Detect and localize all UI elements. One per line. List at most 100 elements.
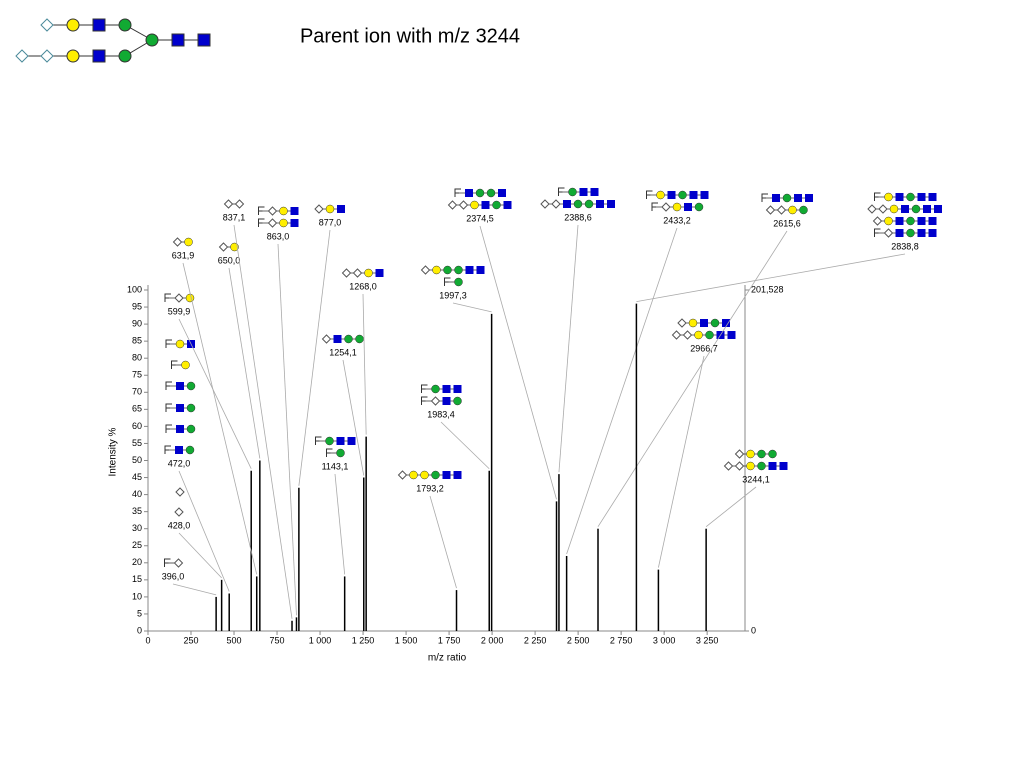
y2-tick-label: 0 (751, 625, 756, 635)
glycan-circle (453, 396, 462, 406)
leader-line (233, 224, 293, 619)
leader-line (440, 421, 490, 470)
glycan-circle (768, 449, 777, 459)
glycan-circle (186, 403, 196, 413)
glycan-diamond (458, 200, 469, 210)
glycan-square (590, 188, 599, 196)
glycan-square (768, 462, 777, 470)
glycan-circle (432, 265, 441, 275)
y-tick-label: 30 (132, 523, 142, 533)
glycan-circle (705, 330, 714, 340)
glycan-circle (884, 216, 893, 226)
leader-line (705, 486, 757, 528)
y2-tick-label: 201,528 (751, 284, 784, 294)
glycan-square (498, 189, 506, 197)
glycan-circle (336, 448, 345, 458)
x-tick-label: 500 (227, 635, 242, 645)
glycan-square (928, 229, 937, 237)
glycan-square (727, 331, 736, 339)
glycan-circle (492, 200, 501, 210)
peak-label: 877,0 (319, 217, 342, 227)
x-tick-label: 750 (270, 635, 285, 645)
glycan-circle (185, 445, 195, 455)
glycan-diamond (447, 200, 458, 210)
glycan-fucose (326, 448, 333, 457)
glycan-diamond (420, 265, 431, 275)
y-tick-label: 40 (132, 489, 142, 499)
peak-label: 2838,8 (891, 241, 919, 251)
leader-line (342, 359, 365, 476)
glycan-circle (355, 334, 364, 344)
glycan-circle (475, 188, 485, 198)
y-tick-label: 65 (132, 404, 142, 414)
glycan-circle (678, 190, 687, 200)
glycan-circle (889, 204, 899, 214)
glycan-square (901, 205, 909, 213)
glycan-square (176, 404, 184, 412)
glycan-circle (688, 318, 698, 328)
glycan-circle (279, 218, 288, 228)
glycan-circle (746, 449, 755, 459)
glycan-diamond (872, 216, 883, 226)
glycan-square (176, 382, 184, 390)
glycan-square (684, 203, 692, 211)
glycan-circle (181, 360, 190, 370)
glycan-square (290, 207, 299, 215)
glycan-circle (443, 265, 452, 275)
glycan-square (923, 205, 931, 213)
glycan-circle (175, 339, 185, 349)
glycan-circle (470, 200, 479, 210)
glycan-fucose (454, 188, 461, 197)
peak-label: 1793,2 (416, 483, 444, 493)
leader-line (172, 583, 217, 596)
glycan-fucose (874, 192, 881, 201)
peak-label: 428,0 (168, 520, 191, 530)
glycan-diamond (218, 242, 229, 252)
y-tick-label: 20 (132, 557, 142, 567)
leader-line (636, 253, 906, 303)
x-tick-label: 2 750 (610, 635, 633, 645)
glycan-circle (454, 265, 463, 275)
glycan-diamond (267, 206, 278, 216)
glycan-diamond (723, 461, 734, 471)
x-tick-label: 1 750 (438, 635, 461, 645)
y-axis-title: Intensity % (108, 427, 119, 476)
x-tick-label: 2 500 (567, 635, 590, 645)
parent-glycan (15, 18, 211, 63)
glycan-square (333, 335, 342, 343)
glycan-circle (757, 461, 766, 471)
y-tick-label: 90 (132, 318, 142, 328)
glycan-square (453, 385, 462, 393)
glycan-square (465, 189, 473, 197)
glycan-square (917, 217, 926, 225)
glycan-circle (746, 461, 755, 471)
leader-line (178, 470, 230, 592)
y-tick-label: 5 (137, 608, 142, 618)
leader-line (298, 229, 331, 486)
glycan-diamond (321, 334, 332, 344)
glycan-circle (344, 334, 353, 344)
glycan-fucose (558, 187, 565, 196)
peak-label: 650,0 (218, 255, 241, 265)
peak-label: 1997,3 (439, 290, 467, 300)
leader-line (178, 318, 252, 469)
glycan-diamond (173, 558, 184, 568)
glycan-fucose (421, 396, 428, 405)
peak-label: 396,0 (162, 571, 185, 581)
x-tick-label: 0 (145, 635, 150, 645)
glycan-fucose (165, 381, 172, 390)
glycan-circle (420, 470, 429, 480)
glycan-circle (186, 424, 196, 434)
glycan-circle (279, 206, 288, 216)
glycan-diamond (314, 204, 324, 214)
glycan-diamond (677, 318, 687, 328)
glycan-square (336, 437, 345, 445)
glycan-square (794, 194, 802, 202)
y-tick-label: 80 (132, 353, 142, 363)
glycan-diamond (661, 202, 671, 212)
glycan-square (290, 219, 299, 227)
y-tick-label: 0 (137, 625, 142, 635)
glycan-square (442, 397, 451, 405)
glycan-square (928, 217, 937, 225)
